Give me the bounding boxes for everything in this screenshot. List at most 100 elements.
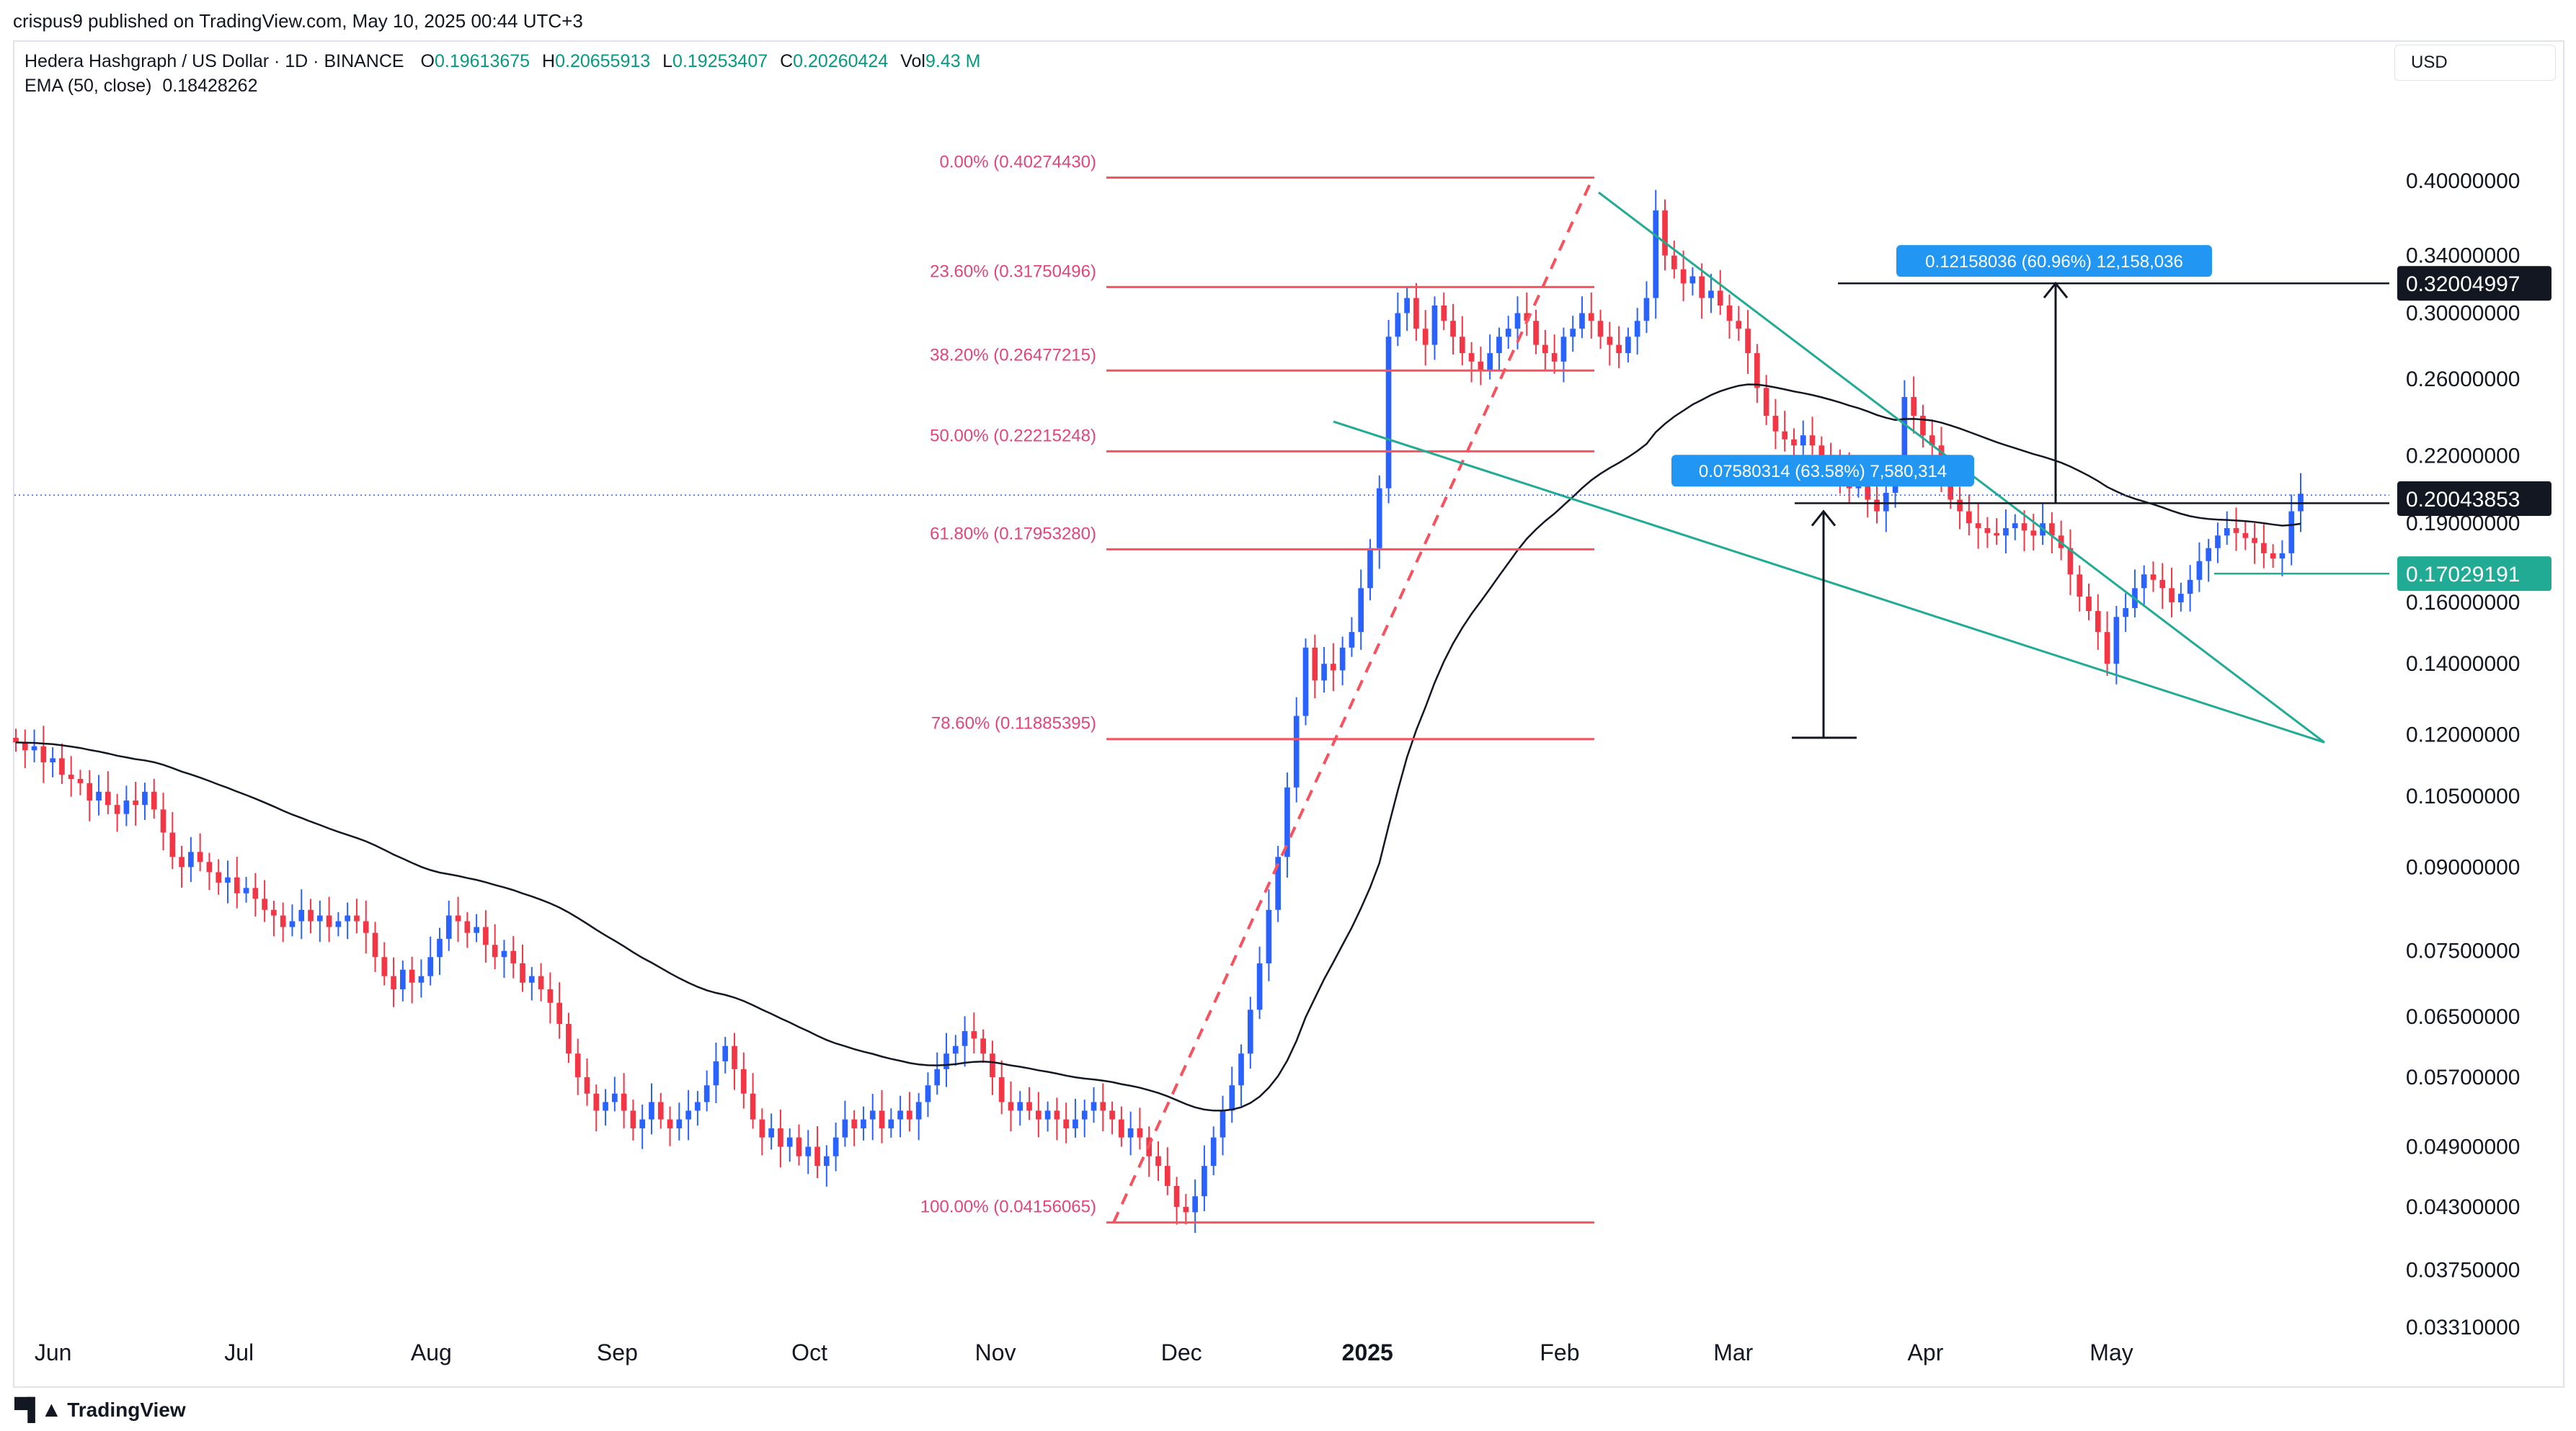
candle-body bbox=[1367, 548, 1373, 589]
candle-body bbox=[1496, 336, 1502, 354]
candle-body bbox=[2113, 617, 2120, 664]
candle-body bbox=[1127, 1128, 1134, 1138]
candle-body bbox=[1607, 336, 1613, 345]
y-tick-label: 0.04900000 bbox=[2406, 1136, 2521, 1159]
candle-body bbox=[1026, 1102, 1032, 1111]
volume-key: Vol bbox=[900, 51, 925, 71]
candle-body bbox=[1542, 344, 1548, 354]
candle-body bbox=[1349, 632, 1355, 648]
candle-body bbox=[96, 791, 102, 801]
candle-body bbox=[1284, 787, 1290, 857]
fib-level-label: 0.00% (0.40274430) bbox=[940, 152, 1097, 171]
candle-series bbox=[13, 190, 2304, 1234]
close-key: C bbox=[780, 51, 794, 71]
candle-body bbox=[593, 1093, 600, 1111]
x-tick-label: Feb bbox=[1540, 1339, 1579, 1365]
candle-body bbox=[547, 989, 554, 1003]
candle-body bbox=[2215, 535, 2221, 548]
candle-body bbox=[22, 742, 28, 751]
candle-body bbox=[1202, 1166, 1207, 1197]
candle-body bbox=[1560, 336, 1567, 362]
candle-body bbox=[2233, 527, 2239, 533]
candle-body bbox=[1137, 1128, 1143, 1138]
candle-body bbox=[1514, 313, 1521, 329]
candle-body bbox=[861, 1119, 866, 1128]
candle-body bbox=[1035, 1110, 1041, 1120]
y-tick-label: 0.40000000 bbox=[2406, 169, 2521, 193]
y-tick-label: 0.03310000 bbox=[2406, 1316, 2521, 1339]
candle-body bbox=[897, 1110, 903, 1120]
candle-body bbox=[160, 809, 166, 833]
candle-body bbox=[1551, 353, 1558, 362]
candle-body bbox=[1054, 1110, 1060, 1120]
candle-body bbox=[1818, 445, 1825, 456]
candle-body bbox=[961, 1031, 968, 1046]
candle-body bbox=[105, 791, 111, 806]
candle-body bbox=[1699, 276, 1705, 298]
price-tag-target: 0.32004997 bbox=[2406, 272, 2521, 296]
price-tag-last-box bbox=[2397, 481, 2551, 517]
candle-body bbox=[980, 1038, 986, 1054]
candle-body bbox=[1736, 321, 1742, 329]
candle-body bbox=[2030, 530, 2037, 536]
candle-body bbox=[354, 915, 360, 922]
candle-body bbox=[1478, 361, 1484, 370]
candle-body bbox=[1247, 1009, 1253, 1054]
candle-body bbox=[1616, 344, 1622, 354]
drawing-tools: 0.00% (0.40274430) 23.60% (0.31750496) 38.… bbox=[14, 152, 2389, 1224]
y-tick-label: 0.06500000 bbox=[2406, 1005, 2521, 1029]
candle-body bbox=[2252, 538, 2257, 543]
ema-row[interactable]: EMA (50, close) 0.18428262 bbox=[25, 73, 987, 98]
close-value: 0.20260424 bbox=[793, 51, 889, 71]
price-tag-last: 0.20043853 bbox=[2406, 488, 2521, 512]
candle-body bbox=[2206, 548, 2212, 561]
candle-body bbox=[1754, 353, 1760, 388]
candle-body bbox=[271, 909, 277, 916]
candle-body bbox=[492, 945, 498, 958]
candle-body bbox=[943, 1053, 949, 1069]
candle-body bbox=[703, 1085, 710, 1102]
candle-body bbox=[2177, 594, 2184, 602]
candle-body bbox=[934, 1069, 941, 1086]
ohlc-values: O0.19613675 H0.20655913 L0.19253407 C0.2… bbox=[421, 51, 988, 71]
candle-body bbox=[1164, 1166, 1171, 1186]
tradingview-brand[interactable]: ▀▌▲ TradingView bbox=[14, 1398, 186, 1422]
candle-body bbox=[842, 1119, 848, 1138]
candle-body bbox=[1376, 488, 1382, 548]
candle-body bbox=[1680, 269, 1687, 284]
y-tick-label: 0.09000000 bbox=[2406, 855, 2521, 879]
candle-body bbox=[1155, 1156, 1161, 1167]
candle-body bbox=[740, 1069, 747, 1094]
candle-body bbox=[2196, 561, 2203, 580]
candle-body bbox=[1404, 298, 1410, 313]
candle-body bbox=[1947, 477, 1954, 500]
currency-button[interactable]: USD bbox=[2394, 45, 2556, 81]
candle-body bbox=[1643, 298, 1650, 321]
measure-arrow-1-head bbox=[2043, 281, 2069, 299]
ema-line bbox=[15, 383, 2301, 1112]
candle-body bbox=[308, 909, 314, 922]
x-tick-label: 2025 bbox=[1342, 1339, 1393, 1365]
candle-body bbox=[649, 1102, 654, 1120]
candle-body bbox=[1597, 321, 1604, 337]
candle-body bbox=[2086, 596, 2092, 612]
candle-body bbox=[188, 852, 194, 868]
candle-body bbox=[907, 1110, 912, 1120]
candle-body bbox=[2077, 574, 2083, 597]
candle-body bbox=[1220, 1110, 1226, 1138]
candle-body bbox=[427, 957, 434, 976]
candle-body bbox=[1487, 353, 1493, 370]
fib-level-label: 61.80% (0.17953280) bbox=[930, 524, 1096, 543]
candle-body bbox=[1413, 298, 1419, 329]
candle-body bbox=[252, 888, 259, 899]
candle-body bbox=[474, 927, 479, 933]
candle-body bbox=[142, 791, 148, 806]
open-key: O bbox=[420, 51, 435, 71]
candle-body bbox=[483, 927, 489, 945]
candle-body bbox=[1044, 1110, 1051, 1120]
candle-body bbox=[1745, 329, 1751, 354]
candle-body bbox=[1920, 416, 1926, 436]
fib-level-label: 23.60% (0.31750496) bbox=[930, 262, 1096, 281]
x-tick-label: Mar bbox=[1713, 1339, 1753, 1365]
